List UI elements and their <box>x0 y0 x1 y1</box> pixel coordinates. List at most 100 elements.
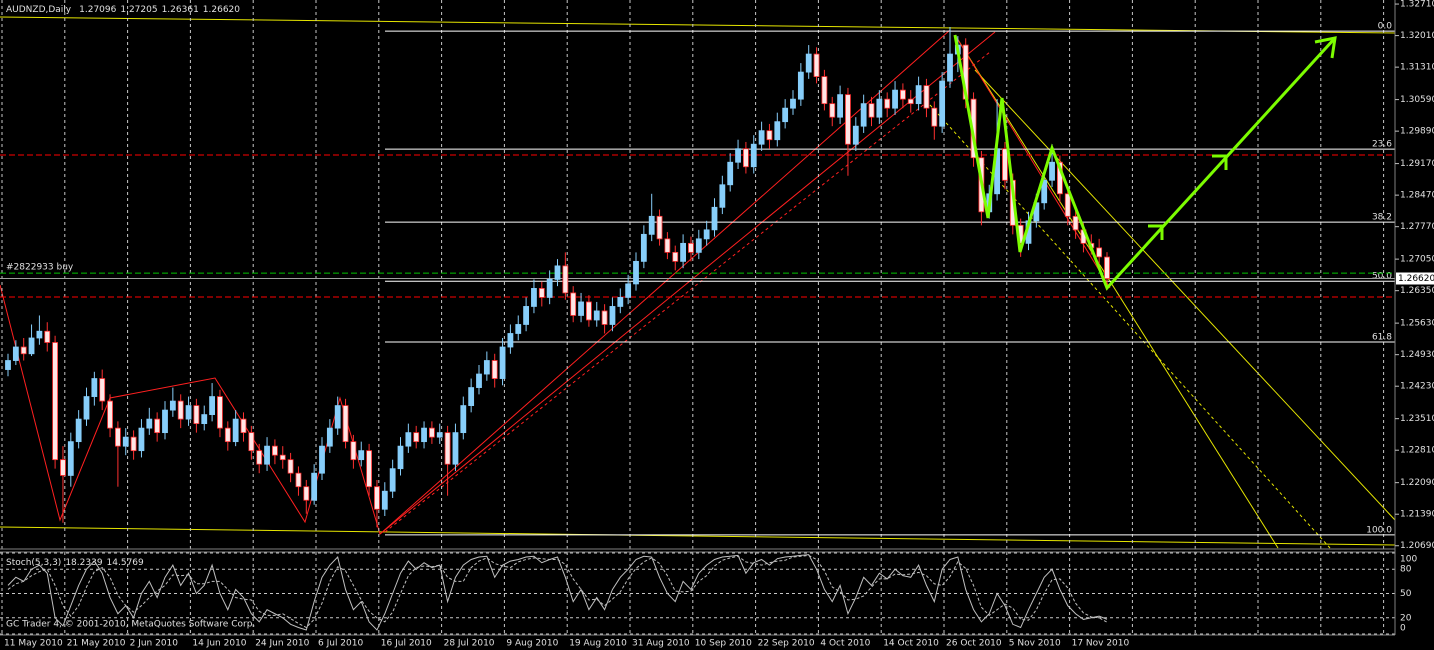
candle-body <box>201 414 208 425</box>
candle-body <box>562 265 569 294</box>
candle-body <box>107 400 113 429</box>
candle-body <box>358 450 365 461</box>
candle-body <box>633 260 639 285</box>
candle-body <box>460 405 467 434</box>
fib-label: 0.0 <box>1378 22 1393 32</box>
candle-body <box>499 346 506 379</box>
candle-body <box>907 98 914 105</box>
y-tick-label: 1.28470 <box>1400 191 1434 201</box>
x-tick-label: 2 Jun 2010 <box>130 639 179 649</box>
candle-body <box>939 80 946 127</box>
x-tick-label: 6 Jul 2010 <box>318 639 363 649</box>
candle-body <box>271 445 278 456</box>
candle-body <box>876 98 883 118</box>
candle-body <box>884 98 891 109</box>
x-tick-label: 14 Oct 2010 <box>883 639 939 649</box>
candle-body <box>546 279 553 298</box>
fib-label: 23.6 <box>1372 140 1392 150</box>
candle-body <box>593 310 600 321</box>
candle-body <box>122 436 129 447</box>
candle-body <box>727 161 734 186</box>
candle-body <box>523 306 529 325</box>
y-tick-label: 1.24230 <box>1400 382 1434 392</box>
candle-body <box>12 346 19 361</box>
candle-body <box>1002 148 1008 181</box>
x-tick-label: 26 Oct 2010 <box>946 639 1002 649</box>
candle-body <box>1064 193 1071 217</box>
channel-line <box>954 34 1279 549</box>
candle-body <box>570 292 577 316</box>
fib-label: 50.0 <box>1372 272 1392 282</box>
candle-body <box>813 53 820 78</box>
y-tick-label: 1.26350 <box>1400 286 1434 296</box>
candle-body <box>750 143 757 168</box>
arrow-head <box>1212 154 1228 170</box>
candle-body <box>224 427 231 443</box>
candle-body <box>279 454 286 461</box>
y-tick-label: 1.22810 <box>1400 446 1434 456</box>
candle-body <box>892 89 898 109</box>
zigzag <box>0 29 951 535</box>
stochastic-line <box>7 554 1108 629</box>
candle-body <box>452 432 459 465</box>
candle-body <box>1049 161 1055 181</box>
y-tick-label: 0 <box>1400 624 1406 634</box>
candle-body <box>782 107 789 123</box>
candle-body <box>900 89 906 100</box>
candle-body <box>217 396 223 429</box>
candle-body <box>586 301 592 321</box>
channel-line <box>974 69 1396 521</box>
y-tick-label: 1.20690 <box>1400 541 1434 551</box>
candle-body <box>947 53 953 82</box>
pattern-line <box>953 34 1337 291</box>
candle-body <box>531 288 537 307</box>
candle-body <box>5 360 11 370</box>
candle-body <box>444 432 451 465</box>
candle-body <box>617 297 624 307</box>
fib-label: 100.0 <box>1366 525 1392 535</box>
candle-body <box>342 405 349 443</box>
y-tick-label: 1.21390 <box>1400 510 1434 520</box>
candle-body <box>743 148 749 168</box>
low: 1.26361 <box>162 5 199 15</box>
trend-line <box>954 34 1111 289</box>
candle-body <box>405 432 412 447</box>
y-tick-label: 1.27050 <box>1400 255 1434 265</box>
candle-body <box>797 71 804 100</box>
candle-body <box>374 486 380 510</box>
candle-body <box>703 229 710 240</box>
candle-body <box>436 432 443 438</box>
arrow-head <box>1314 36 1337 59</box>
candle-body <box>640 233 647 262</box>
y-tick-label: 1.32710 <box>1400 0 1434 10</box>
y-tick-label: 1.29170 <box>1400 159 1434 169</box>
candle-body <box>805 53 812 73</box>
y-tick-label: 1.23510 <box>1400 414 1434 424</box>
candle-body <box>845 94 851 145</box>
x-tick-label: 22 Sep 2010 <box>758 639 815 649</box>
candle-body <box>711 206 718 231</box>
x-tick-label: 9 Aug 2010 <box>506 639 558 649</box>
candle-body <box>719 184 726 208</box>
close: 1.26620 <box>203 5 240 15</box>
footer: GC Trader 4, © 2001-2010, MetaQuotes Sof… <box>6 620 255 630</box>
candle-body <box>99 378 106 402</box>
candle-body <box>688 242 694 253</box>
candle-body <box>138 427 145 452</box>
y-tick-label: 80 <box>1400 565 1412 575</box>
x-tick-label: 19 Aug 2010 <box>569 639 627 649</box>
channel-line <box>0 16 1396 34</box>
chart-header: AUDNZD,Daily 1.27096 1.27205 1.26361 1.26620 <box>6 5 240 15</box>
x-tick-label: 14 Jun 2010 <box>192 639 246 649</box>
arrow-head <box>1148 224 1164 240</box>
candle-body <box>36 330 43 339</box>
fib-label: 61.8 <box>1372 333 1392 343</box>
candle-body <box>554 265 561 280</box>
candle-body <box>311 472 318 501</box>
candle-body <box>67 441 74 476</box>
candle-body <box>185 405 192 420</box>
candle-body <box>146 418 153 429</box>
candle-body <box>923 85 930 109</box>
candle-body <box>1072 215 1079 231</box>
